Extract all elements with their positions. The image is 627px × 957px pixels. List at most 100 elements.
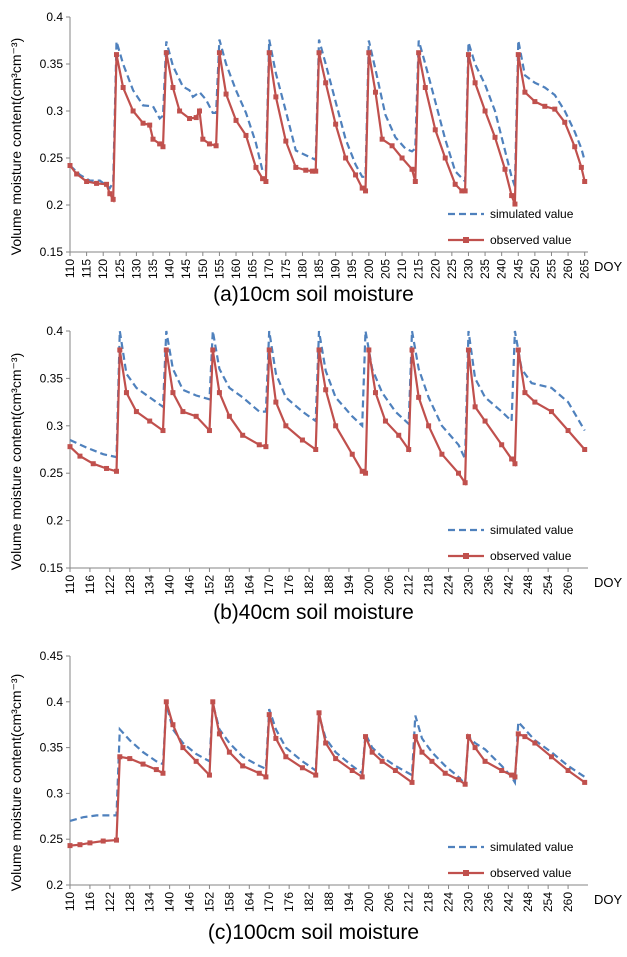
observed-point: [565, 768, 571, 773]
chart-caption-b: (b)40cm soil moisture: [213, 601, 414, 624]
observed-point: [472, 404, 478, 410]
observed-point: [266, 712, 272, 718]
observed-point: [74, 171, 80, 177]
x-tick-label: 122: [103, 892, 117, 912]
y-tick-label: 0.2: [46, 878, 63, 892]
observed-point: [170, 390, 176, 396]
observed-point: [316, 50, 322, 56]
observed-point: [359, 774, 365, 780]
observed-point: [522, 390, 528, 396]
x-tick-label: 180: [295, 259, 309, 279]
legend-label-observed: observed value: [490, 866, 572, 880]
y-tick-label: 0.25: [40, 832, 64, 846]
observed-point: [462, 781, 468, 787]
x-tick-label: 218: [422, 892, 436, 912]
legend-marker-observed: [463, 237, 469, 243]
observed-point: [187, 116, 193, 122]
x-tick-label: 236: [481, 892, 495, 912]
observed-point: [223, 91, 229, 97]
observed-point: [392, 768, 398, 773]
x-tick-label: 212: [402, 892, 416, 912]
observed-point: [522, 734, 528, 740]
x-tick-label: 152: [202, 892, 216, 912]
x-tick-label: 134: [143, 575, 157, 595]
x-tick-label: 254: [541, 575, 555, 595]
observed-point: [582, 779, 588, 785]
x-tick-label: 182: [302, 575, 316, 595]
y-tick-label: 0.35: [40, 371, 64, 385]
observed-point: [323, 740, 329, 746]
observed-point: [104, 181, 110, 187]
observed-point: [313, 447, 319, 452]
x-tick-label: 218: [422, 575, 436, 595]
x-tick-label: 158: [222, 892, 236, 912]
observed-point: [197, 108, 202, 114]
observed-point: [133, 409, 139, 415]
observed-point: [147, 418, 153, 424]
x-tick-label: 194: [342, 575, 356, 595]
observed-point: [389, 143, 395, 149]
x-tick-label: 195: [345, 259, 359, 279]
observed-point: [233, 117, 239, 123]
observed-point: [379, 758, 385, 764]
observed-point: [260, 176, 266, 182]
x-tick-label: 152: [202, 575, 216, 595]
y-tick-label: 0.25: [40, 466, 64, 480]
y-axis-label: Volume moisture content(cm³cm⁻³): [8, 353, 24, 570]
observed-point: [353, 172, 359, 178]
x-tick-label: 260: [561, 575, 575, 595]
observed-point: [216, 390, 222, 396]
observed-point: [77, 453, 83, 459]
x-tick-label: 135: [146, 259, 160, 279]
observed-point: [452, 181, 458, 187]
x-tick-label: 120: [96, 259, 110, 279]
observed-point: [515, 52, 521, 58]
observed-point: [77, 842, 83, 848]
series-line-observed: [69, 52, 586, 205]
x-tick-label: 175: [279, 259, 293, 279]
observed-point: [532, 740, 538, 746]
legend-marker-observed: [463, 870, 469, 876]
observed-point: [163, 347, 169, 353]
observed-point: [160, 428, 166, 434]
observed-point: [120, 85, 126, 90]
legend-marker-observed: [463, 553, 469, 559]
observed-point: [572, 144, 578, 150]
observed-point: [140, 120, 146, 126]
chart-panel-a: 0.15 0.2 0.25 0.3 0.35 0.4 110 115 120 125 130 135 1…: [0, 0, 627, 320]
observed-point: [226, 413, 232, 419]
observed-point: [210, 347, 216, 353]
observed-point: [366, 50, 372, 56]
observed-point: [160, 770, 166, 776]
x-tick-label: 260: [561, 892, 575, 912]
observed-point: [492, 134, 498, 140]
observed-point: [509, 456, 515, 462]
observed-point: [409, 347, 415, 353]
observed-point: [150, 136, 156, 142]
observed-point: [482, 108, 488, 114]
observed-point: [582, 179, 588, 184]
observed-point: [67, 444, 73, 450]
x-tick-label: 200: [362, 259, 376, 279]
x-tick-label: 220: [428, 259, 442, 279]
observed-point: [299, 765, 305, 771]
x-tick-label: 230: [461, 892, 475, 912]
observed-point: [303, 167, 309, 173]
y-axis-label: Volume moisture content(cm³cm⁻³): [8, 674, 24, 891]
x-tick-label: 176: [282, 892, 296, 912]
observed-point: [67, 163, 73, 169]
observed-point: [127, 756, 133, 762]
x-tick-label: 188: [322, 575, 336, 595]
observed-point: [439, 451, 445, 457]
observed-point: [266, 347, 272, 353]
observed-point: [130, 108, 136, 114]
observed-point: [396, 432, 402, 438]
observed-point: [84, 179, 90, 184]
x-tick-label: 230: [461, 259, 475, 279]
observed-point: [472, 80, 478, 86]
observed-point: [515, 731, 521, 737]
observed-point: [456, 470, 461, 476]
y-axis-label: Volume moisture content(cm³cm⁻³): [8, 38, 24, 255]
observed-point: [456, 777, 461, 783]
x-tick-label: 242: [501, 575, 515, 595]
